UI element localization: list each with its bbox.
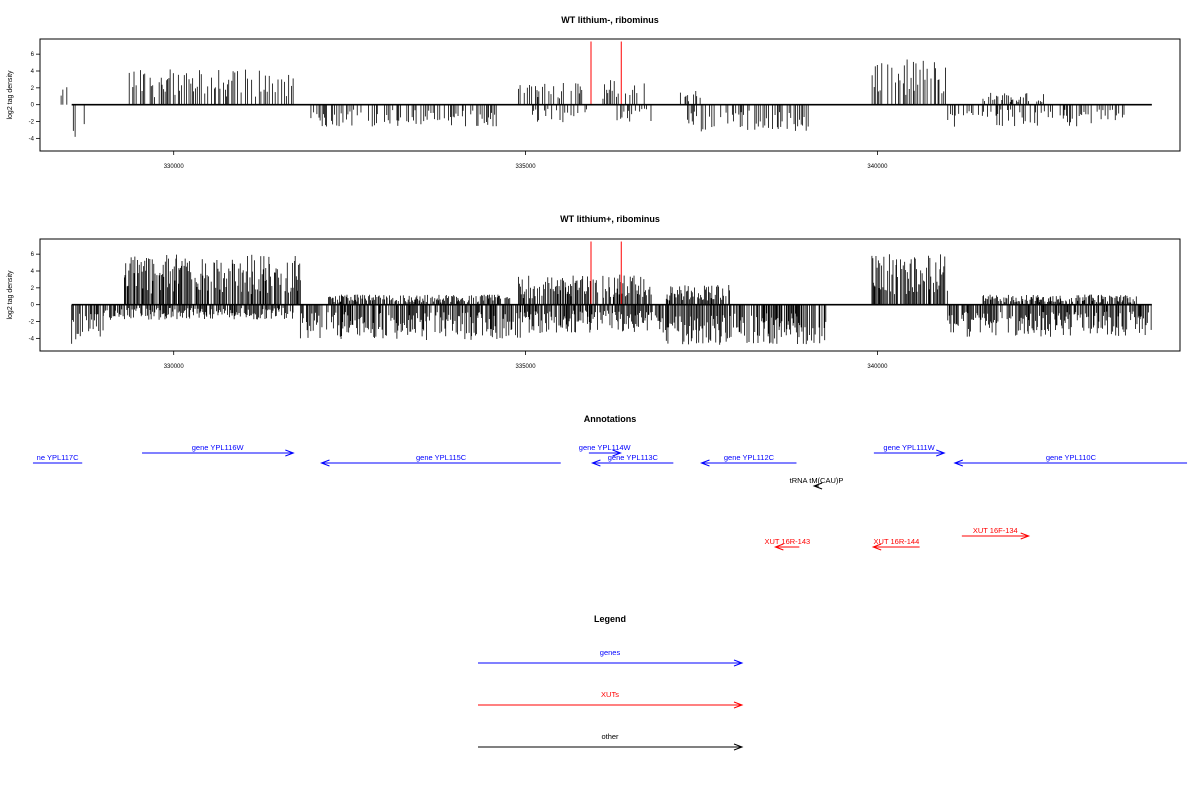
y-tick-label: 2	[31, 86, 35, 92]
arrow-head-icon	[936, 449, 946, 457]
arrow-head-icon	[733, 701, 744, 709]
x-tick-label: 330000	[164, 164, 185, 170]
legend-item: XUTs	[478, 690, 744, 709]
annotation-feature: ne YPL117C	[32, 453, 83, 464]
arrow-head-icon	[812, 482, 823, 490]
legend-label: other	[601, 732, 619, 741]
legend-label: genes	[600, 648, 621, 657]
arrow-head-icon	[953, 459, 963, 467]
y-tick-label: -2	[29, 120, 35, 126]
feature-label: XUT 16R-143	[764, 537, 810, 546]
annotation-feature: gene YPL112C	[700, 453, 797, 467]
plot-frame	[39, 38, 1181, 152]
arrow-head-icon	[590, 459, 601, 467]
arrow-head-icon	[773, 543, 784, 551]
feature-label: gene YPL114W	[579, 443, 632, 452]
y-tick-label: -4	[29, 136, 35, 142]
legend-item: other	[478, 732, 744, 751]
panel-title: WT lithium-, ribominus	[561, 15, 659, 25]
legend-label: XUTs	[601, 690, 619, 699]
legend: Legend genes XUTs other	[478, 614, 744, 751]
arrow-head-icon	[733, 743, 744, 751]
annotation-feature: gene YPL110C	[953, 453, 1188, 467]
bar-series	[71, 241, 1152, 345]
x-tick-label: 330000	[164, 364, 185, 370]
feature-label: gene YPL111W	[883, 443, 935, 452]
y-tick-label: 0	[31, 303, 35, 309]
annotation-features: ne YPL117C gene YPL116W gene YPL115C gene Y…	[32, 443, 1188, 551]
x-tick-label: 340000	[867, 364, 888, 370]
feature-label: gene YPL110C	[1046, 453, 1097, 462]
y-tick-label: -4	[29, 336, 35, 342]
x-tick-label: 340000	[867, 164, 888, 170]
feature-label: gene YPL115C	[416, 453, 467, 462]
annotation-feature: XUT 16F-134	[961, 526, 1031, 540]
arrow-head-icon	[320, 459, 330, 467]
y-axis-label: log2 tag density	[7, 270, 14, 320]
x-tick-label: 335000	[516, 364, 537, 370]
arrow-head-icon	[612, 449, 622, 457]
annotations-panel: Annotations ne YPL117C gene YPL116W gene Y…	[32, 414, 1188, 551]
annotation-feature: gene YPL113C	[590, 453, 674, 467]
arrow-head-icon	[871, 543, 882, 551]
y-tick-label: -2	[29, 320, 35, 326]
feature-label: gene YPL113C	[608, 453, 659, 462]
feature-label: gene YPL112C	[724, 453, 775, 462]
y-tick-label: 4	[31, 69, 35, 75]
axes: -4 -2 0 2 4 6 330000 335000 340000	[29, 52, 1152, 170]
plot-frame	[39, 238, 1181, 352]
y-tick-label: 2	[31, 286, 35, 292]
feature-label: tRNA tM(CAU)P	[790, 476, 844, 485]
arrow-head-icon	[700, 459, 710, 467]
annotations-title: Annotations	[584, 414, 637, 424]
panel-title: WT lithium+, ribominus	[560, 214, 660, 224]
y-tick-label: 6	[31, 252, 35, 258]
track-panel-lithium-minus: WT lithium-, ribominus log2 tag density …	[7, 15, 1181, 170]
track-panel-lithium-plus: WT lithium+, ribominus log2 tag density …	[7, 214, 1181, 370]
annotation-feature: XUT 16R-143	[764, 537, 810, 551]
annotation-feature: gene YPL114W	[579, 443, 632, 457]
feature-label: ne YPL117C	[37, 453, 79, 462]
y-tick-label: 4	[31, 269, 35, 275]
y-axis-label: log2 tag density	[7, 70, 14, 120]
legend-item: genes	[478, 648, 744, 667]
annotation-feature: gene YPL115C	[320, 453, 561, 467]
x-tick-label: 335000	[516, 164, 537, 170]
annotation-feature: XUT 16R-144	[871, 537, 920, 551]
legend-title: Legend	[594, 614, 626, 624]
arrow-head-icon	[1020, 532, 1031, 540]
annotation-feature: tRNA tM(CAU)P	[790, 476, 844, 490]
feature-label: XUT 16F-134	[973, 526, 1018, 535]
arrow-head-icon	[733, 659, 744, 667]
y-tick-label: 6	[31, 52, 35, 58]
axes: -4 -2 0 2 4 6 330000 335000 340000	[29, 252, 1152, 370]
y-tick-label: 0	[31, 103, 35, 109]
annotation-feature: gene YPL111W	[873, 443, 946, 457]
bar-series	[60, 41, 1125, 137]
legend-items: genes XUTs other	[478, 648, 744, 751]
annotation-feature: gene YPL116W	[142, 443, 295, 457]
feature-label: gene YPL116W	[192, 443, 245, 452]
arrow-head-icon	[285, 449, 295, 457]
feature-label: XUT 16R-144	[874, 537, 920, 546]
